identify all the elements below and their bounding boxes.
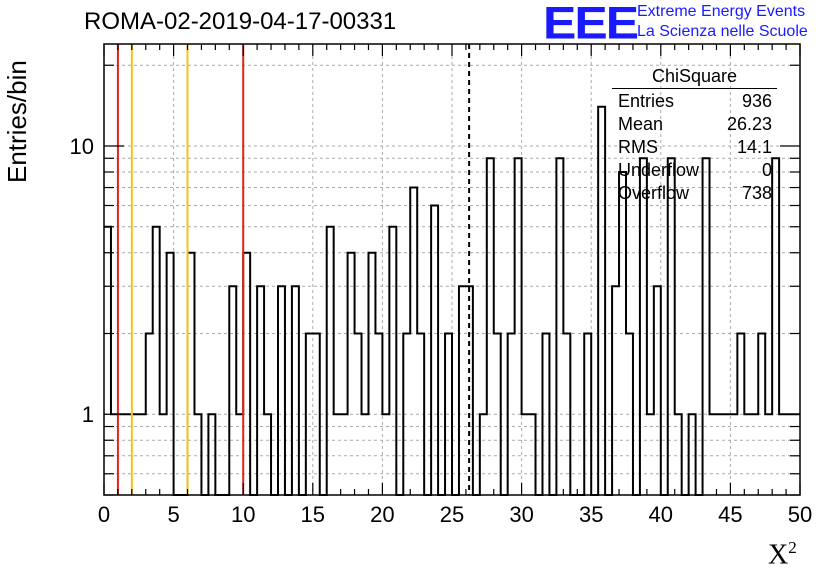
histogram-bin [487, 158, 494, 495]
stats-title: ChiSquare [612, 66, 777, 89]
brand-line-1: Extreme Energy Events [637, 3, 806, 20]
histogram-bin [556, 158, 563, 495]
histogram [104, 105, 800, 496]
histogram-bin [772, 158, 779, 495]
histogram-bin [153, 227, 160, 495]
x-tick-label: 30 [509, 502, 533, 527]
x-tick-label: 0 [98, 502, 110, 527]
brand-line-2: La Scienza nelle Scuole [637, 23, 808, 40]
y-tick-label: 1 [82, 402, 94, 427]
histogram-bin [229, 286, 236, 495]
histogram-bin [640, 158, 647, 495]
run-title: ROMA-02-2019-04-17-00331 [84, 8, 397, 35]
x-tick-label: 40 [649, 502, 673, 527]
stats-box: ChiSquare Entries 936 Mean 26.23 RMS 14.1 U… [612, 66, 777, 205]
stats-label: Overflow [618, 183, 690, 203]
histogram-bin [389, 227, 396, 495]
x-axis-label-superscript: 2 [788, 538, 797, 557]
histogram-bin [188, 253, 195, 495]
histogram-bin [327, 227, 334, 495]
histogram-bin [348, 253, 355, 495]
histogram-bin [410, 188, 417, 495]
histogram-bin [612, 286, 619, 495]
histogram-bin [598, 107, 605, 495]
stats-row: RMS 14.1 [612, 136, 777, 159]
stats-label: Entries [618, 91, 675, 111]
histogram-bin [257, 286, 264, 495]
x-tick-label: 15 [301, 502, 325, 527]
histogram-bin [459, 286, 466, 495]
axes: 0 5 10 15 20 25 30 35 40 45 50 1 10 [70, 43, 812, 527]
histogram-bin [515, 158, 522, 495]
histogram-bin [431, 206, 438, 495]
x-tick-label: 50 [788, 502, 812, 527]
x-tick-label: 10 [231, 502, 255, 527]
histogram-bin [243, 253, 250, 495]
stats-label: Mean [618, 114, 664, 134]
reference-lines [116, 44, 471, 495]
histogram-outline [104, 105, 800, 496]
stats-row: Overflow 738 [612, 182, 777, 205]
x-tick-label: 25 [440, 502, 464, 527]
x-tick-label: 5 [167, 502, 179, 527]
x-tick-label: 20 [370, 502, 394, 527]
y-tick-label: 10 [70, 134, 94, 159]
x-tick-label: 35 [579, 502, 603, 527]
histogram-bin [654, 286, 661, 495]
x-tick-label: 45 [718, 502, 742, 527]
histogram-bin [292, 286, 299, 495]
stats-value: 14.1 [736, 137, 772, 157]
x-axis-label: X2 [768, 538, 797, 571]
stats-value: 738 [741, 183, 772, 203]
stats-label: RMS [618, 137, 658, 157]
histogram-bin [668, 158, 675, 495]
histogram-bin [278, 286, 285, 495]
histogram-bin [368, 253, 375, 495]
histogram-bin [703, 158, 710, 495]
stats-value: 0 [761, 160, 772, 180]
eee-logo: EEE [543, 0, 639, 49]
histogram-bin [167, 253, 174, 495]
stats-row: Entries 936 [612, 90, 777, 113]
stats-value: 26.23 [726, 114, 772, 134]
stats-label: Underflow [618, 160, 700, 180]
histogram-bin [104, 227, 111, 495]
stats-row: Mean 26.23 [612, 113, 777, 136]
y-axis-label: Entries/bin [2, 60, 32, 183]
stats-value: 936 [741, 91, 772, 111]
stats-row: Underflow 0 [612, 159, 777, 182]
